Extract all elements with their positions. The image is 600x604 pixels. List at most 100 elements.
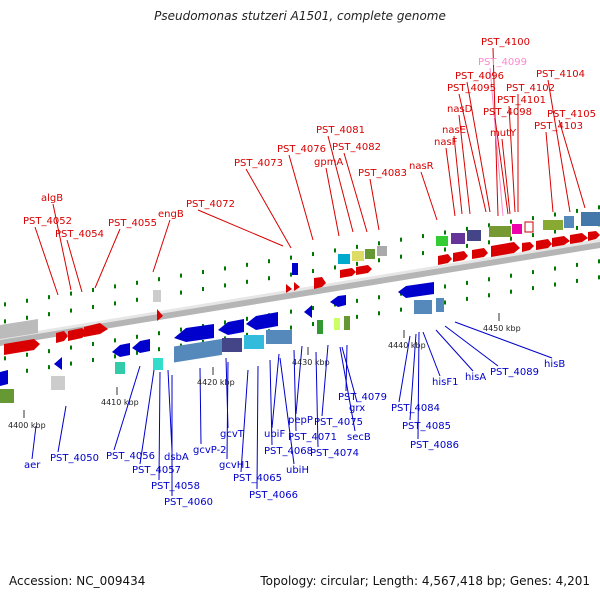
gene-label[interactable]: PST_4052 — [23, 216, 72, 227]
gene-block[interactable] — [512, 224, 522, 234]
gene-label[interactable]: gcvT — [220, 429, 245, 440]
gene-label[interactable]: PST_4068 — [264, 446, 313, 457]
gene-arrow[interactable] — [453, 251, 468, 262]
gene-block[interactable] — [436, 298, 444, 312]
gene-arrow[interactable] — [536, 239, 552, 250]
gene-arrow[interactable] — [588, 231, 600, 241]
gene-label[interactable]: PST_4054 — [55, 229, 104, 240]
gene-label[interactable]: PST_4096 — [455, 71, 504, 82]
gene-block[interactable] — [115, 362, 125, 374]
gene-label[interactable]: PST_4101 — [497, 95, 546, 106]
gene-label[interactable]: PST_4072 — [186, 199, 235, 210]
gene-block[interactable] — [467, 230, 481, 241]
gene-label[interactable]: hisF1 — [432, 377, 458, 388]
gene-arrow[interactable] — [54, 357, 62, 370]
gene-label[interactable]: PST_4074 — [310, 448, 359, 459]
gene-arrow[interactable] — [522, 242, 534, 252]
gene-label[interactable]: PST_4058 — [151, 481, 200, 492]
gene-label[interactable]: PST_4085 — [402, 421, 451, 432]
gene-block[interactable] — [338, 254, 350, 264]
gene-block[interactable] — [543, 220, 563, 230]
gene-label[interactable]: PST_4076 — [277, 144, 326, 155]
gene-label[interactable]: ubiF — [264, 429, 285, 440]
gene-block[interactable] — [153, 290, 161, 302]
gene-label[interactable]: PST_4083 — [358, 168, 407, 179]
gene-arrow[interactable] — [84, 323, 108, 337]
gene-block[interactable] — [414, 300, 432, 314]
gene-label[interactable]: hisA — [465, 372, 486, 383]
gene-arrow[interactable] — [68, 328, 88, 341]
gene-label[interactable]: hisB — [544, 359, 565, 370]
gene-block[interactable] — [377, 246, 387, 256]
gene-label[interactable]: PST_4081 — [316, 125, 365, 136]
gene-arrow[interactable] — [112, 343, 130, 357]
gene-block[interactable] — [317, 320, 323, 334]
gene-label[interactable]: PST_4050 — [50, 453, 99, 464]
gene-label[interactable]: nasF — [434, 137, 458, 148]
gene-label[interactable]: PST_4104 — [536, 69, 585, 80]
gene-label[interactable]: gpmA — [314, 157, 343, 168]
gene-label[interactable]: PST_4057 — [132, 465, 181, 476]
gene-label[interactable]: nasE — [442, 125, 466, 136]
gene-label[interactable]: nasD — [447, 104, 473, 115]
gene-block[interactable] — [352, 251, 364, 261]
gene-block[interactable] — [174, 338, 222, 363]
gene-arrow[interactable] — [398, 282, 434, 298]
gene-block[interactable] — [0, 318, 38, 339]
gene-block[interactable] — [524, 221, 534, 233]
gene-block[interactable] — [344, 316, 350, 330]
gene-arrow[interactable] — [157, 309, 163, 321]
gene-label[interactable]: grx — [349, 403, 365, 414]
gene-label[interactable]: PST_4071 — [288, 432, 337, 443]
gene-block[interactable] — [222, 338, 242, 352]
gene-arrow[interactable] — [438, 254, 452, 265]
gene-arrow[interactable] — [0, 370, 8, 386]
gene-block[interactable] — [436, 236, 448, 246]
gene-arrow[interactable] — [218, 319, 244, 335]
gene-arrow[interactable] — [174, 324, 214, 342]
gene-label[interactable]: PST_4086 — [410, 440, 459, 451]
gene-block[interactable] — [51, 376, 65, 390]
gene-label[interactable]: mutY — [490, 128, 517, 139]
gene-arrow[interactable] — [356, 265, 372, 275]
gene-label[interactable]: engB — [158, 209, 184, 220]
gene-arrow[interactable] — [570, 233, 588, 244]
gene-label[interactable]: PST_4073 — [234, 158, 283, 169]
gene-label[interactable]: PST_4082 — [332, 142, 381, 153]
gene-arrow[interactable] — [304, 305, 312, 318]
gene-block[interactable] — [334, 318, 340, 330]
gene-block[interactable] — [0, 389, 14, 403]
gene-arrow[interactable] — [132, 339, 150, 353]
gene-arrow[interactable] — [286, 284, 292, 293]
gene-block[interactable] — [489, 226, 511, 237]
gene-block[interactable] — [564, 216, 574, 228]
gene-label[interactable]: PST_4065 — [233, 473, 282, 484]
gene-label[interactable]: PST_4105 — [547, 109, 596, 120]
gene-arrow[interactable] — [294, 282, 300, 291]
gene-label[interactable]: PST_4103 — [534, 121, 583, 132]
gene-label[interactable]: gcvP-2 — [193, 445, 227, 456]
gene-arrow[interactable] — [340, 268, 356, 278]
gene-block[interactable] — [451, 233, 465, 244]
gene-block[interactable] — [581, 212, 600, 226]
gene-label[interactable]: PST_4060 — [164, 497, 213, 508]
gene-arrow[interactable] — [4, 339, 40, 355]
gene-label[interactable]: ubiH — [286, 465, 309, 476]
gene-arrow[interactable] — [472, 248, 488, 259]
gene-label[interactable]: PST_4095 — [447, 83, 496, 94]
gene-arrow[interactable] — [56, 331, 68, 343]
gene-label[interactable]: PST_4100 — [481, 37, 530, 48]
gene-block[interactable] — [153, 358, 163, 370]
gene-label[interactable]: algB — [41, 193, 63, 204]
gene-arrow[interactable] — [246, 312, 278, 330]
gene-label[interactable]: gcvH1 — [219, 460, 251, 471]
gene-label[interactable]: PST_4084 — [391, 403, 440, 414]
gene-label[interactable]: PST_4079 — [338, 392, 387, 403]
gene-label[interactable]: secB — [347, 432, 371, 443]
gene-block[interactable] — [365, 249, 375, 259]
gene-label[interactable]: PST_4055 — [108, 218, 157, 229]
gene-label[interactable]: PST_4102 — [506, 83, 555, 94]
gene-label[interactable]: PST_4066 — [249, 490, 298, 501]
gene-label[interactable]: PST_4075 — [314, 417, 363, 428]
gene-label[interactable]: PST_4089 — [490, 367, 539, 378]
